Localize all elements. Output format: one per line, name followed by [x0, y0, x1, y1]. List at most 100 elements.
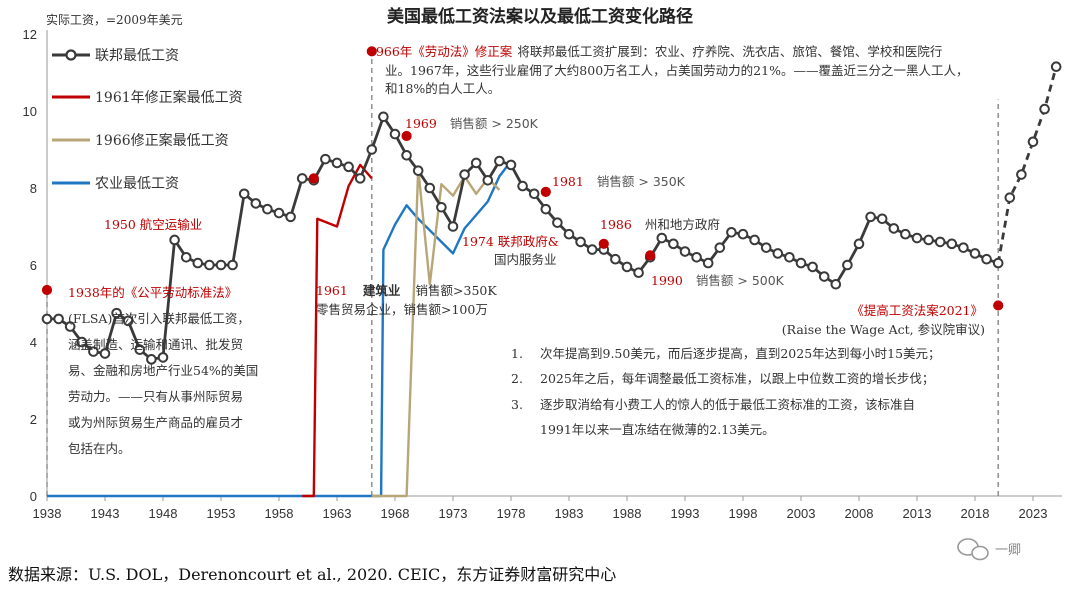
data-point-federal — [528, 188, 540, 200]
legend-label-farm: 农业最低工资 — [95, 176, 179, 192]
legend-item-farm: 农业最低工资 — [52, 176, 179, 192]
data-point-federal — [76, 336, 88, 348]
x-tick-label: 2013 — [903, 506, 932, 521]
data-point-federal — [320, 153, 331, 165]
data-point-federal — [227, 259, 238, 271]
data-point-federal — [41, 313, 53, 325]
data-point-federal — [853, 238, 865, 250]
source-note: 数据来源：U.S. DOL，Derenoncourt et al., 2020.… — [8, 565, 616, 584]
data-point-forecast — [1016, 169, 1027, 180]
data-point-federal — [494, 155, 505, 167]
series-points — [41, 61, 1062, 365]
annotation-1938-line4: 劳动力。——只有从事州际贸易 — [68, 389, 243, 404]
x-tick-label: 1953 — [207, 506, 236, 521]
y-tick-label: 4 — [30, 335, 37, 350]
annotation-1938-line3: 易、金融和房地产行业54%的美国 — [68, 363, 258, 378]
annotation-1961-sales: 销售额>350K — [416, 283, 498, 298]
data-point-federal — [992, 257, 1004, 269]
annotation-1974: 1974 联邦政府& 国内服务业 — [462, 234, 559, 267]
annotation-1961: 1961 建筑业 销售额>350K 零售贸易企业，销售额>100万 — [316, 283, 498, 317]
data-point-federal — [586, 244, 598, 255]
event-marker — [540, 186, 551, 197]
x-tick-label: 1938 — [33, 506, 62, 521]
y-tick-label: 0 — [30, 489, 37, 504]
data-point-federal — [262, 203, 273, 215]
data-point-federal — [88, 346, 99, 357]
data-point-federal — [238, 188, 250, 200]
event-markers — [41, 46, 1004, 311]
x-tick-label: 1958 — [265, 506, 294, 521]
annotation-2021-point2: 2025年之后，每年调整最低工资标准，以跟上中位数工资的增长步伐； — [540, 371, 934, 386]
data-point-federal — [668, 238, 679, 250]
annotation-2021-num1: 1. — [511, 346, 523, 361]
annotation-1966-text1: 将联邦最低工资扩展到：农业、疗养院、洗衣店、旅馆、餐馆、学校和医院行 — [517, 44, 942, 59]
event-marker — [366, 46, 377, 57]
dashed-markers — [46, 49, 999, 496]
data-point-federal — [134, 344, 146, 356]
event-marker — [993, 300, 1004, 311]
annotation-1981: 1981 销售额 > 350K — [552, 171, 686, 190]
annotation-1974-line1: 1974 联邦政府& — [462, 234, 559, 249]
legend-label-1966: 1966修正案最低工资 — [95, 132, 229, 149]
series-line-amend1966 — [371, 167, 501, 498]
data-point-federal — [354, 173, 366, 184]
data-point-federal — [447, 221, 459, 232]
annotation-1938-title: 1938年的《公平劳动标准法》 — [68, 285, 237, 300]
event-marker — [598, 238, 609, 249]
data-point-federal — [888, 223, 900, 234]
y-tick-label: 2 — [30, 412, 37, 427]
y-tick-label: 6 — [30, 258, 37, 273]
data-point-federal — [204, 259, 215, 271]
data-point-federal — [436, 201, 447, 213]
x-tick-label: 1993 — [671, 506, 700, 521]
data-point-federal — [296, 173, 308, 184]
x-tick-label: 1983 — [555, 506, 584, 521]
annotation-1950: 1950 航空运输业 — [104, 217, 202, 232]
data-point-federal — [563, 228, 575, 240]
data-point-forecast — [1004, 192, 1016, 203]
data-point-federal — [784, 251, 795, 263]
annotation-2021-point3-cont: 1991年以来一直冻结在微薄的2.13美元。 — [540, 422, 775, 437]
data-point-federal — [99, 348, 111, 359]
data-point-federal — [424, 182, 436, 194]
x-tick-label: 2018 — [961, 506, 990, 521]
chart-title: 美国最低工资法案以及最低工资变化路径 — [387, 6, 693, 27]
annotation-1938-line5: 或为州际贸易生产商品的雇员才 — [68, 415, 243, 430]
legend: 联邦最低工资 1961年修正案最低工资 1966修正案最低工资 农业最低工资 — [52, 48, 243, 192]
data-point-federal — [760, 242, 772, 253]
data-point-federal — [122, 315, 134, 327]
annotation-1990-year: 1990 — [651, 273, 683, 288]
data-point-federal — [169, 234, 180, 246]
axes: 0 2 4 6 8 10 12 1938 1943 1948 1953 1958 1963 1968 197… — [23, 27, 1062, 521]
annotation-1986-year: 1986 — [600, 217, 632, 232]
data-point-federal — [552, 217, 563, 228]
series-line-farm — [47, 160, 512, 498]
annotation-1938: 1938年的《公平劳动标准法》 (FLSA)首次引入联邦最低工资， 涵盖制造、运… — [68, 285, 258, 456]
data-point-federal — [378, 111, 389, 123]
annotation-2021-num3: 3. — [511, 397, 523, 412]
data-point-federal — [911, 232, 923, 244]
data-point-federal — [470, 157, 482, 169]
legend-label-1961: 1961年修正案最低工资 — [95, 89, 243, 106]
data-point-forecast — [1027, 136, 1039, 148]
data-point-forecast — [1039, 103, 1050, 115]
wechat-icon — [957, 538, 989, 561]
unit-label: 实际工资，=2009年美元 — [46, 12, 183, 27]
data-point-federal — [180, 251, 192, 263]
y-tick-label: 10 — [23, 104, 37, 119]
data-point-federal — [575, 236, 586, 248]
annotation-1961-line2: 零售贸易企业，销售额>100万 — [316, 302, 488, 317]
data-point-federal — [714, 242, 726, 253]
annotation-1938-line1: (FLSA)首次引入联邦最低工资， — [68, 311, 250, 326]
annotation-1986: 1986 州和地方政府 — [600, 214, 720, 233]
annotation-2021-point3: 逐步取消给有小费工人的惊人的低于最低工资标准的工资，该标准自 — [540, 397, 915, 412]
data-point-federal — [273, 207, 285, 219]
data-point-federal — [981, 253, 992, 265]
data-point-federal — [656, 232, 668, 244]
annotation-1990-text: 销售额 > 500K — [696, 273, 785, 288]
data-point-federal — [157, 352, 169, 363]
series-line-amend1961 — [302, 163, 373, 498]
data-point-federal — [691, 251, 702, 263]
watermark-text: 一卿 — [995, 543, 1021, 558]
event-marker — [41, 284, 53, 296]
